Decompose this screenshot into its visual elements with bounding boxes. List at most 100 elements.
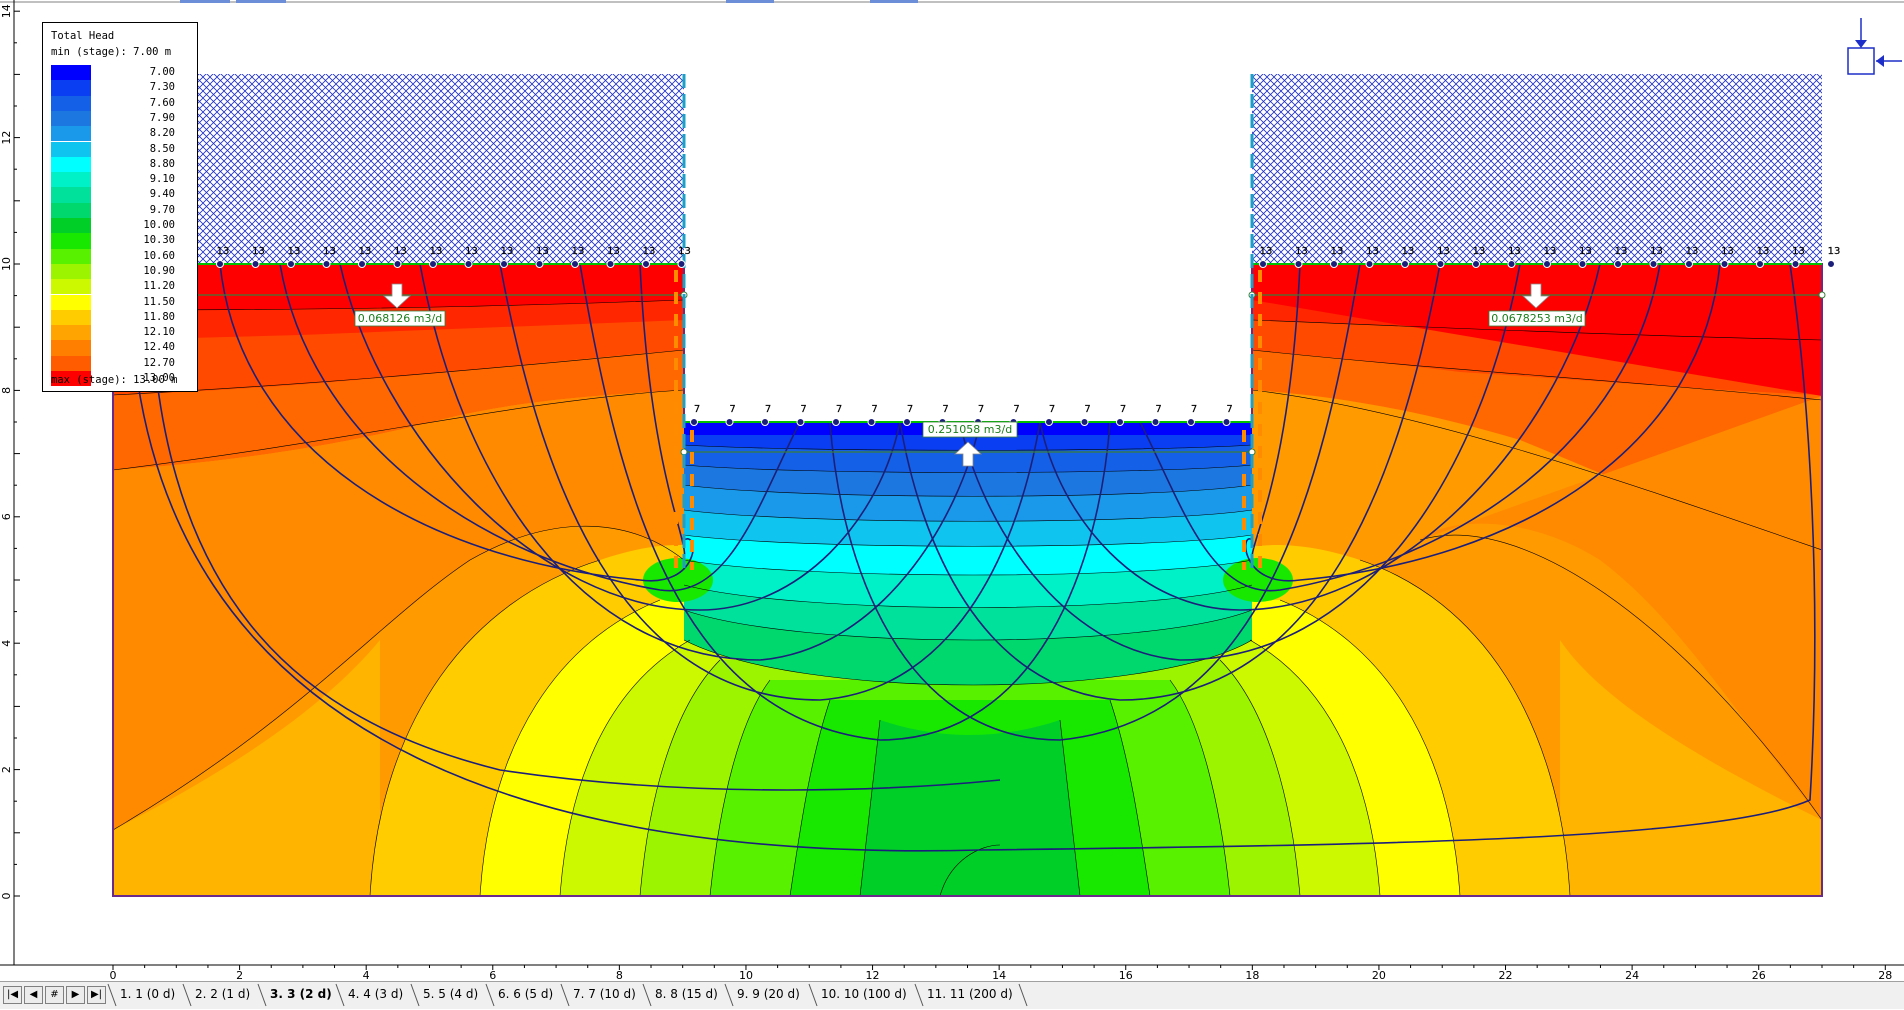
bc-head-label: 13 bbox=[501, 246, 514, 257]
legend-level: 7.00 bbox=[149, 66, 175, 78]
legend-level: 10.60 bbox=[143, 249, 175, 262]
x-tick-label: 14 bbox=[992, 969, 1006, 981]
x-tick-label: 28 bbox=[1878, 969, 1892, 981]
bc-head-label: 13 bbox=[1331, 246, 1344, 257]
bc-head-label: 13 bbox=[1402, 246, 1415, 257]
stage-tab[interactable]: 6. 6 (5 d) bbox=[498, 987, 554, 1001]
stage-tab[interactable]: 3. 3 (2 d) bbox=[270, 987, 332, 1001]
stage-tab[interactable]: 10. 10 (100 d) bbox=[821, 987, 907, 1001]
y-tick-label: 2 bbox=[0, 766, 13, 773]
legend-swatch bbox=[51, 325, 91, 341]
bc-node bbox=[1507, 260, 1516, 268]
bc-node bbox=[535, 260, 544, 268]
legend-level: 12.40 bbox=[143, 341, 175, 354]
toolbar-remnant bbox=[726, 0, 774, 3]
bc-head-label: 13 bbox=[572, 246, 585, 257]
bc-head-label: 13 bbox=[252, 246, 265, 257]
bc-node bbox=[1116, 418, 1124, 426]
bc-head-label: 13 bbox=[1579, 246, 1592, 257]
sheet-pile-right bbox=[1242, 74, 1262, 570]
x-tick-label: 12 bbox=[866, 969, 880, 981]
bc-head-label: 7 bbox=[800, 404, 806, 415]
x-tick-label: 22 bbox=[1499, 969, 1513, 981]
bc-head-label: 7 bbox=[1084, 404, 1090, 415]
stage-tab[interactable]: 8. 8 (15 d) bbox=[655, 987, 718, 1001]
legend-max-label: max (stage): 13.00 m bbox=[51, 374, 178, 386]
flux-label-left: 0.068126 m3/d bbox=[358, 312, 442, 325]
legend-swatch bbox=[51, 355, 91, 371]
flux-arrow-center bbox=[953, 441, 983, 467]
bc-node bbox=[216, 260, 224, 268]
bc-head-label: 7 bbox=[907, 404, 913, 415]
x-tick-label: 20 bbox=[1372, 969, 1386, 981]
legend-level: 7.60 bbox=[149, 96, 175, 109]
x-tick-label: 10 bbox=[739, 969, 753, 981]
stage-tab[interactable]: 11. 11 (200 d) bbox=[927, 987, 1013, 1001]
legend-swatch bbox=[51, 141, 91, 157]
x-tick-label: 18 bbox=[1245, 969, 1259, 981]
toolbar-remnant bbox=[180, 0, 230, 3]
legend-swatch bbox=[51, 80, 91, 96]
bc-head-label: 7 bbox=[978, 404, 984, 415]
stage-tab[interactable]: 5. 5 (4 d) bbox=[423, 987, 479, 1001]
upstream-left-hatched-region bbox=[198, 74, 684, 264]
bc-head-label: 13 bbox=[465, 246, 478, 257]
bc-node bbox=[1187, 418, 1195, 426]
flux-arrow-right bbox=[1521, 283, 1551, 309]
bc-node bbox=[429, 260, 437, 268]
view-orientation-icon[interactable] bbox=[1847, 18, 1902, 75]
goto-stage-button[interactable]: # bbox=[45, 986, 64, 1004]
stage-tab[interactable]: 1. 1 (0 d) bbox=[120, 987, 176, 1001]
legend-swatch bbox=[51, 340, 91, 356]
y-tick-label: 4 bbox=[0, 640, 13, 647]
vertical-ruler: 0 2 4 6 8 10 12 14 bbox=[0, 0, 20, 965]
bc-node bbox=[1756, 260, 1764, 268]
last-stage-button[interactable]: ▶| bbox=[87, 986, 106, 1004]
bc-node bbox=[287, 260, 295, 268]
legend-level: 13.00 bbox=[143, 372, 175, 384]
bc-node bbox=[1330, 260, 1338, 268]
stage-tab[interactable]: 7. 7 (10 d) bbox=[573, 987, 636, 1001]
bc-node bbox=[358, 260, 366, 268]
bc-node bbox=[500, 260, 508, 268]
upstream-right-hatched-region bbox=[1252, 74, 1822, 264]
toolbar-remnant bbox=[236, 0, 286, 3]
bc-head-label: 7 bbox=[1049, 404, 1055, 415]
next-stage-button[interactable]: ▶ bbox=[66, 986, 85, 1004]
bc-node bbox=[1472, 260, 1480, 268]
boundary-condition-nodes: 13 13 13 13 13 13 13 13 13 13 13 13 13 13 13 13 13 13 13 13… bbox=[216, 246, 1841, 426]
bc-node bbox=[393, 260, 402, 268]
legend-swatch bbox=[51, 95, 91, 111]
bc-node bbox=[1151, 418, 1160, 426]
bc-head-label: 13 bbox=[607, 246, 620, 257]
bc-node bbox=[571, 260, 579, 268]
bc-node bbox=[1080, 418, 1089, 426]
bc-head-label: 7 bbox=[836, 404, 842, 415]
bc-head-label: 13 bbox=[1686, 246, 1699, 257]
previous-stage-button[interactable]: ◀ bbox=[24, 986, 43, 1004]
bc-node bbox=[1222, 418, 1231, 426]
horizontal-ruler: 0 2 4 6 8 10 12 14 16 18 20 22 24 26 28 bbox=[0, 964, 1904, 981]
stage-tab[interactable]: 9. 9 (20 d) bbox=[737, 987, 800, 1001]
first-stage-button[interactable]: |◀ bbox=[3, 986, 22, 1004]
legend-level: 9.70 bbox=[149, 203, 175, 216]
bc-head-label: 13 bbox=[217, 246, 230, 257]
legend-level: 8.20 bbox=[149, 127, 175, 140]
legend-swatch bbox=[51, 248, 91, 264]
bc-head-label: 7 bbox=[1155, 404, 1161, 415]
bc-head-label: 7 bbox=[1013, 404, 1019, 415]
bc-head-label: 13 bbox=[678, 246, 691, 257]
legend-swatch bbox=[51, 126, 91, 142]
legend-swatch bbox=[51, 172, 91, 188]
stage-tab[interactable]: 2. 2 (1 d) bbox=[195, 987, 251, 1001]
stage-tab[interactable]: 4. 4 (3 d) bbox=[348, 987, 404, 1001]
bc-head-label: 13 bbox=[1828, 246, 1841, 257]
bc-node bbox=[1685, 260, 1693, 268]
legend-level: 11.20 bbox=[143, 280, 175, 293]
bc-node bbox=[1614, 260, 1622, 268]
total-head-contours bbox=[113, 264, 1822, 896]
model-viewport[interactable]: 13 13 13 13 13 13 13 13 13 13 13 13 13 13 13 13 13 13 13 13… bbox=[0, 0, 1904, 981]
x-tick-label: 2 bbox=[236, 969, 243, 981]
bc-head-label: 7 bbox=[729, 404, 735, 415]
seepage-model-canvas[interactable]: 13 13 13 13 13 13 13 13 13 13 13 13 13 13 13 13 13 13 13 13… bbox=[0, 0, 1904, 981]
